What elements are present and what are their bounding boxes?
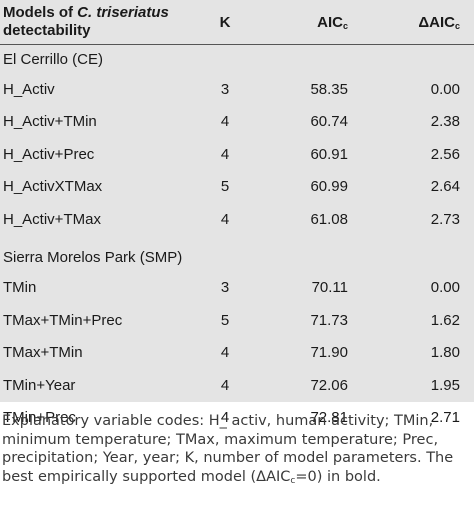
cell-aic: 60.91: [310, 145, 348, 163]
cell-delta-aic: 1.62: [430, 311, 460, 329]
footnote-tail: =0) in bold.: [295, 468, 381, 485]
cell-model: TMin: [3, 279, 37, 297]
cell-aic: 71.73: [310, 311, 348, 329]
footnote-sub: c: [290, 475, 296, 486]
cell-aic: 60.99: [310, 178, 348, 196]
cell-k: 5: [220, 311, 230, 329]
cell-aic: 70.11: [311, 279, 348, 297]
table-row: TMin+Year 4 72.06 1.95: [0, 369, 474, 402]
spacer-cell: [0, 236, 474, 244]
cell-delta-aic: 2.71: [430, 409, 460, 427]
cell-aic: 58.35: [310, 80, 348, 98]
table-row: TMin+Prec 4 72.81 2.71: [0, 402, 474, 435]
cell-k: 4: [220, 409, 230, 427]
header-row: Models of C. triseriatus detectability K …: [0, 0, 474, 45]
footnote-text: Explanatory variable codes: H_ activ, hu…: [2, 413, 454, 485]
table-row: TMax+TMin+Prec 5 71.73 1.62: [0, 304, 474, 337]
table-row: H_Activ+TMin 4 60.74 2.38: [0, 106, 474, 139]
table-row: H_ActivXTMax 5 60.99 2.64: [0, 171, 474, 204]
header-delta-aic-sub: c: [454, 20, 460, 31]
table-row: H_Activ+Prec 4 60.91 2.56: [0, 138, 474, 171]
cell-delta-aic: 2.38: [430, 113, 460, 131]
cell-k: 4: [220, 145, 230, 163]
header-species: C. triseriatus: [77, 4, 169, 21]
section-row-smp: Sierra Morelos Park (SMP): [0, 244, 474, 272]
table-row: TMax+TMin 4 71.90 1.80: [0, 337, 474, 370]
header-models: Models of C. triseriatus detectability: [0, 0, 200, 45]
cell-model: H_Activ+Prec: [3, 145, 95, 163]
cell-delta-aic: 2.73: [430, 210, 460, 228]
table-body: El Cerrillo (CE) H_Activ 3 58.35 0.00 H_…: [0, 45, 474, 435]
header-delta-aic: ΔAICc: [362, 0, 474, 45]
cell-k: 4: [220, 113, 230, 131]
cell-delta-aic: 0.00: [430, 80, 460, 98]
table-header: Models of C. triseriatus detectability K …: [0, 0, 474, 45]
header-aic-label: AIC: [317, 13, 343, 31]
cell-aic: 61.08: [310, 210, 348, 228]
cell-delta-aic: 1.80: [430, 344, 460, 362]
cell-aic: 72.06: [310, 376, 348, 394]
table-row: H_Activ 3 58.35 0.00: [0, 73, 474, 106]
header-aic: AICc: [250, 0, 362, 45]
cell-k: 4: [220, 344, 230, 362]
table-footnote: Explanatory variable codes: H_ activ, hu…: [2, 412, 474, 490]
section-spacer: [0, 236, 474, 244]
cell-model: TMin+Year: [3, 376, 76, 394]
cell-aic: 60.74: [310, 113, 348, 131]
cell-k: 4: [220, 376, 230, 394]
cell-model: H_Activ: [3, 80, 55, 98]
header-models-suffix: detectability: [3, 22, 91, 39]
header-delta-aic-label: ΔAIC: [418, 13, 455, 31]
cell-model: TMin+Prec: [3, 409, 76, 427]
cell-k: 3: [220, 279, 230, 297]
aic-table: Models of C. triseriatus detectability K …: [0, 0, 474, 435]
cell-delta-aic: 0.00: [430, 279, 460, 297]
cell-k: 3: [220, 80, 230, 98]
cell-aic: 71.90: [310, 344, 348, 362]
cell-model: H_ActivXTMax: [3, 178, 103, 196]
cell-aic: 72.81: [310, 409, 348, 427]
cell-k: 4: [220, 210, 230, 228]
cell-k: 5: [220, 178, 230, 196]
cell-model: H_Activ+TMax: [3, 210, 101, 228]
table-row: TMin 3 70.11 0.00: [0, 272, 474, 305]
header-k: K: [200, 0, 250, 45]
cell-model: H_Activ+TMin: [3, 113, 97, 131]
cell-model: TMax+TMin: [3, 344, 83, 362]
section-title: El Cerrillo (CE): [3, 50, 104, 68]
table-row: H_Activ+TMax 4 61.08 2.73: [0, 203, 474, 236]
cell-delta-aic: 2.56: [430, 145, 460, 163]
section-row-ce: El Cerrillo (CE): [0, 45, 474, 74]
cell-delta-aic: 1.95: [430, 376, 460, 394]
model-selection-table: Models of C. triseriatus detectability K …: [0, 0, 474, 426]
cell-model: TMax+TMin+Prec: [3, 311, 123, 329]
header-aic-sub: c: [342, 20, 348, 31]
cell-delta-aic: 2.64: [430, 178, 460, 196]
header-models-prefix: Models of: [3, 4, 78, 21]
section-title: Sierra Morelos Park (SMP): [3, 249, 183, 266]
